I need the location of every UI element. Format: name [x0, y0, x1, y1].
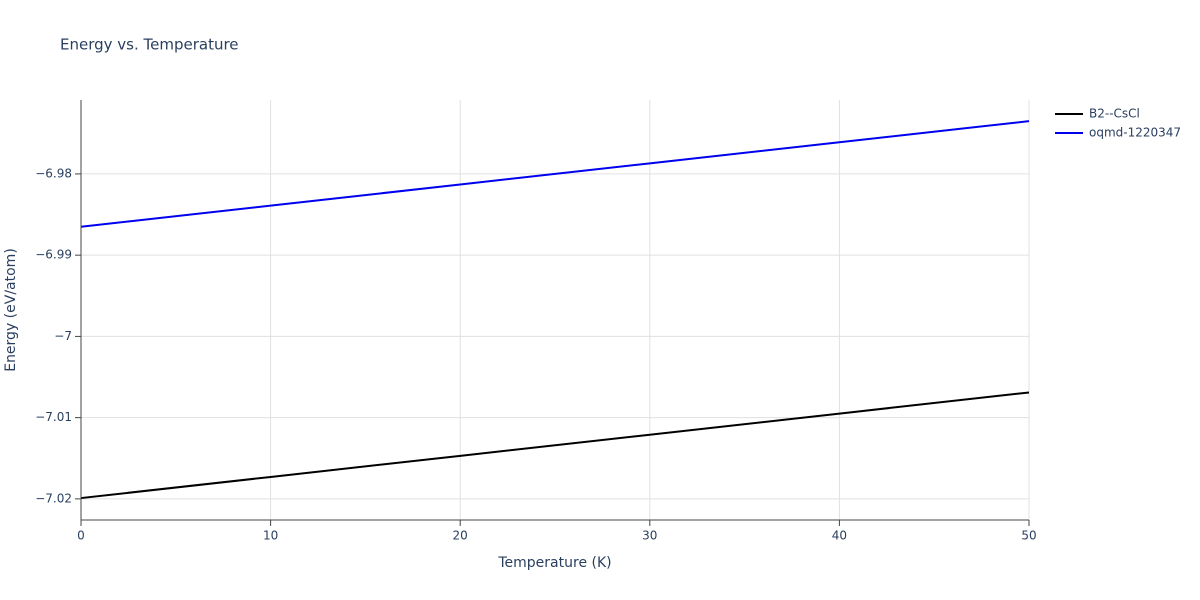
x-axis-title: Temperature (K)	[497, 555, 611, 571]
y-tick-label: −6.99	[35, 248, 72, 262]
x-tick-label: 40	[832, 529, 847, 543]
grid	[80, 100, 1030, 520]
x-tick-label: 0	[77, 529, 85, 543]
legend: B2--CsCl oqmd-1220347	[1055, 107, 1181, 140]
axes: 0 10 20 30 40 50 −7.02 −7.01 −7 −6.99 −6.98	[35, 100, 1037, 543]
series-line	[80, 120, 1030, 228]
y-axis-title: Energy (eV/atom)	[3, 248, 19, 372]
y-tick-label: −7	[54, 329, 72, 343]
x-tick-label: 10	[263, 529, 278, 543]
legend-label: oqmd-1220347	[1089, 126, 1181, 140]
x-tick-label: 30	[642, 529, 657, 543]
y-tick-label: −7.02	[35, 491, 72, 505]
x-tick-label: 50	[1021, 529, 1036, 543]
y-tick-label: −6.98	[35, 166, 72, 180]
y-tick-label: −7.01	[35, 410, 72, 424]
chart-title: Energy vs. Temperature	[60, 36, 239, 54]
legend-label: B2--CsCl	[1089, 107, 1140, 121]
x-tick-label: 20	[453, 529, 468, 543]
plot-lines	[80, 120, 1030, 500]
series-line	[80, 391, 1030, 500]
